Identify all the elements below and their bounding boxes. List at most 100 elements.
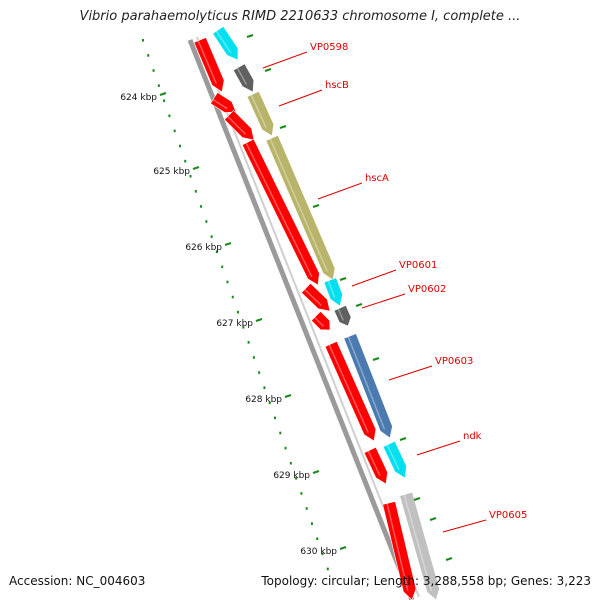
gene-feature (363, 446, 388, 485)
ruler-tick-label: 626 kbp (185, 243, 222, 253)
feature-tick (279, 125, 287, 129)
gene-feature (343, 333, 393, 439)
gene-label: ndk (463, 431, 482, 442)
ruler-tick (284, 394, 292, 398)
ruler-tick-label: 627 kbp (216, 319, 253, 329)
gene-feature (324, 341, 377, 442)
gene-label-leader (317, 182, 363, 200)
feature-tick (339, 277, 347, 281)
gene-label-leader (388, 365, 433, 381)
gene-feature-shade (215, 30, 232, 54)
ruler-tick-label: 629 kbp (273, 471, 310, 481)
feature-tick (429, 517, 437, 521)
gene-feature (333, 305, 352, 327)
gene-feature (382, 440, 407, 479)
gene-label: hscA (365, 173, 389, 184)
ruler-tick-label: 628 kbp (245, 395, 282, 405)
backbone-line-inner (196, 36, 420, 598)
gene-label: VP0601 (399, 260, 437, 271)
ruler-dot (142, 39, 144, 42)
ruler-dot (274, 416, 276, 420)
ruler-dot (168, 114, 171, 118)
ruler-dot (252, 356, 255, 359)
ruler-tick-label: 624 kbp (120, 93, 157, 103)
ruler-dot (279, 431, 282, 435)
gene-feature-shade (386, 503, 409, 591)
gene-feature (223, 109, 255, 141)
ruler-dot (326, 567, 329, 571)
ruler-dot (200, 205, 203, 208)
gene-feature-shade (197, 40, 217, 84)
ruler-tick (224, 242, 232, 246)
gene-label-leader (278, 89, 323, 107)
gene-label-leader (361, 293, 406, 309)
gene-feature (193, 37, 225, 93)
ruler-dot (295, 477, 298, 480)
gene-feature-shade (386, 444, 400, 471)
ruler-dot (215, 250, 218, 254)
ruler-dot (242, 325, 245, 329)
backbone-line (187, 39, 415, 600)
gene-label-leader (442, 519, 487, 533)
gene-feature (382, 501, 417, 600)
ruler-dot (210, 235, 213, 238)
ruler-dot (305, 507, 308, 510)
ruler-tick (339, 546, 347, 550)
gene-feature (212, 25, 239, 61)
gene-feature-shade (328, 344, 369, 433)
gene-feature (232, 63, 255, 93)
gene-feature (265, 135, 336, 281)
gene-feature-shade (236, 67, 248, 85)
ruler-dot (226, 280, 229, 284)
ruler-dot (194, 190, 197, 193)
gene-label: VP0598 (310, 42, 348, 53)
feature-tick (413, 497, 421, 501)
gene-label-leader (262, 51, 308, 69)
gene-feature (301, 282, 331, 312)
ruler-dot (289, 461, 292, 465)
gene-feature (210, 92, 237, 113)
gene-feature-shade (212, 98, 228, 110)
ruler-dot (178, 144, 181, 148)
ruler-dot (310, 522, 313, 525)
gene-feature (310, 310, 331, 331)
gene-feature (246, 90, 275, 137)
ruler-dot (268, 401, 271, 405)
gene-feature-shade (337, 308, 345, 321)
gene-feature-shade (367, 450, 381, 477)
ruler-dot (152, 69, 155, 72)
gene-feature-shade (245, 142, 313, 278)
gene-feature (323, 277, 343, 307)
gene-label: VP0602 (408, 284, 446, 295)
ruler-dot (237, 310, 240, 314)
gene-feature-shade (269, 138, 328, 272)
ruler-dot (247, 341, 250, 344)
map-title: Vibrio parahaemolyticus RIMD 2210633 chr… (79, 9, 521, 24)
ruler-dot (221, 265, 224, 269)
ruler-dot (189, 174, 192, 178)
ruler-dot (157, 84, 160, 87)
gene-label-leader (416, 440, 461, 456)
feature-tick (399, 437, 407, 441)
ruler-dot (263, 386, 266, 389)
gene-feature-shade (403, 494, 433, 592)
feature-tick (355, 303, 363, 307)
gene-label: VP0605 (489, 510, 527, 521)
gene-feature-shade (314, 316, 325, 328)
feature-tick (445, 557, 453, 561)
feature-tick (264, 68, 272, 72)
ruler-dot (163, 99, 166, 103)
topology-label: Topology: circular; Length: 3,288,558 bp… (261, 574, 591, 588)
ruler-dot (284, 446, 287, 450)
gene-feature-shade (250, 94, 267, 129)
ruler-dot (316, 537, 319, 541)
feature-tick (246, 34, 254, 38)
ruler-tick (255, 318, 263, 322)
ruler-tick-label: 625 kbp (153, 167, 190, 177)
ruler-tick (192, 166, 200, 170)
ruler-tick-label: 630 kbp (300, 547, 337, 557)
gene-feature (241, 138, 320, 286)
ruler-dot (173, 129, 176, 133)
